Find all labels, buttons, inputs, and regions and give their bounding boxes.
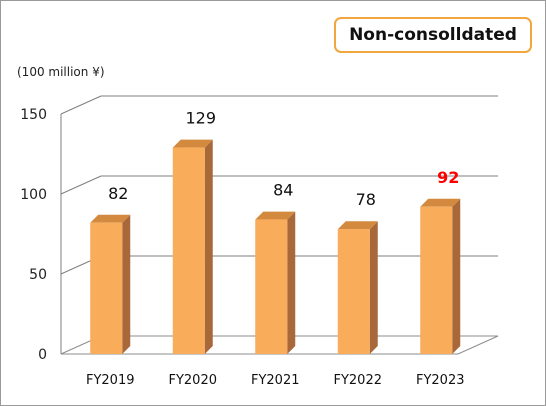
bar-side xyxy=(204,139,213,354)
chart-floor xyxy=(60,335,499,355)
bar-side xyxy=(369,221,378,354)
bar-top xyxy=(420,198,461,207)
data-label: 84 xyxy=(273,181,293,200)
unit-label: (100 million ¥) xyxy=(17,65,105,79)
x-tick-label: FY2021 xyxy=(251,373,300,388)
bar xyxy=(420,206,453,354)
x-tick-label: FY2023 xyxy=(416,373,465,388)
bar-top xyxy=(255,211,296,220)
bar-side xyxy=(452,198,461,354)
x-tick-label: FY2020 xyxy=(168,373,217,388)
bar-top xyxy=(337,221,378,230)
bar xyxy=(337,229,370,354)
bar-side xyxy=(122,214,131,354)
y-tick-label: 150 xyxy=(20,107,47,123)
bar xyxy=(172,147,205,354)
data-label: 129 xyxy=(185,109,216,128)
x-tick-label: FY2022 xyxy=(333,373,382,388)
data-label: 78 xyxy=(356,190,376,209)
bar-side xyxy=(287,211,296,354)
non-consolidated-badge: Non-consolldated xyxy=(334,17,532,53)
x-tick-label: FY2019 xyxy=(86,373,135,388)
bar xyxy=(90,222,123,354)
bar-top xyxy=(172,139,213,148)
y-tick-label: 0 xyxy=(38,347,47,363)
gridline-diagonal xyxy=(60,95,102,115)
y-tick-label: 50 xyxy=(29,267,47,283)
y-tick-label: 100 xyxy=(20,187,47,203)
bar-top xyxy=(90,214,131,223)
gridline-diagonal xyxy=(60,175,102,195)
bar xyxy=(255,219,288,354)
data-label: 82 xyxy=(108,184,128,203)
data-label: 92 xyxy=(437,168,459,187)
